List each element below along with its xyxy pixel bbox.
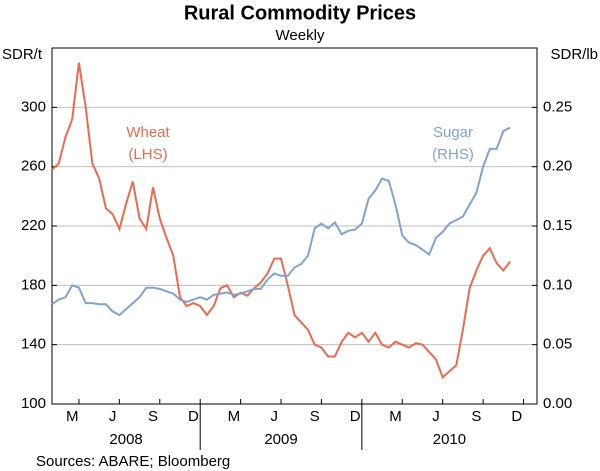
y2-tick-label: 0.20 (543, 158, 572, 175)
year-label: 2009 (264, 431, 297, 448)
y-tick-label: 260 (21, 158, 46, 175)
y-tick-label: 100 (21, 395, 46, 412)
x-tick-label: M (228, 408, 241, 425)
x-tick-label: M (389, 408, 402, 425)
x-tick-label: S (148, 408, 158, 425)
y-tick-label: 180 (21, 276, 46, 293)
x-tick-label: J (432, 408, 440, 425)
plot-frame (51, 47, 538, 405)
x-tick-label: S (471, 408, 481, 425)
y2-tick-label: 0.10 (543, 276, 572, 293)
x-tick-label: J (109, 408, 117, 425)
x-tick-label: S (310, 408, 320, 425)
source-note: Sources: ABARE; Bloomberg (36, 453, 230, 470)
legend-axis-note: (RHS) (432, 146, 474, 163)
y-tick-label: 140 (21, 336, 46, 353)
y2-tick-label: 0.25 (543, 98, 572, 115)
chart-title: Rural Commodity Prices (184, 2, 416, 24)
year-label: 2008 (109, 431, 142, 448)
x-tick-label: J (271, 408, 279, 425)
y2-tick-label: 0.00 (543, 395, 572, 412)
chart-subtitle: Weekly (276, 27, 325, 44)
series-line (51, 62, 511, 380)
series-line (51, 126, 511, 317)
year-label: 2010 (433, 431, 466, 448)
x-tick-label: D (511, 408, 522, 425)
y2-tick-label: 0.05 (543, 336, 572, 353)
y2-unit: SDR/lb (550, 46, 598, 63)
y-tick-label: 300 (21, 98, 46, 115)
legend-axis-note: (LHS) (128, 146, 167, 163)
x-tick-label: D (188, 408, 199, 425)
legend-label: Wheat (126, 124, 170, 141)
x-tick-label: M (66, 408, 79, 425)
x-tick-label: D (350, 408, 361, 425)
y-tick-label: 220 (21, 217, 46, 234)
y2-tick-label: 0.15 (543, 217, 572, 234)
y-unit: SDR/t (2, 46, 43, 63)
legend-label: Sugar (433, 124, 473, 141)
